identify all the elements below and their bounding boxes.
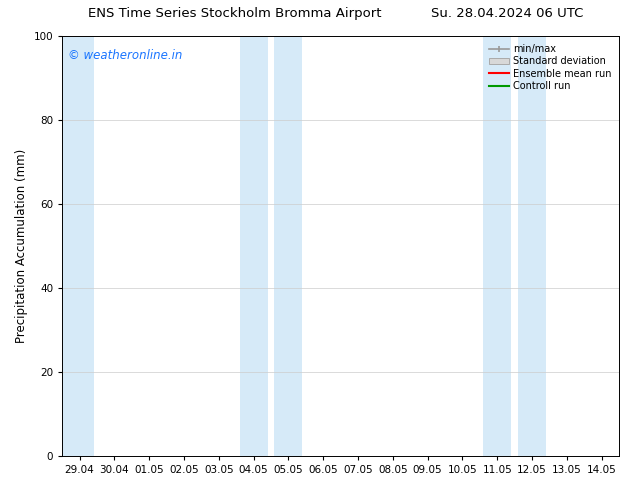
Text: ENS Time Series Stockholm Bromma Airport: ENS Time Series Stockholm Bromma Airport [88,7,381,21]
Bar [62,36,94,456]
Bar [275,36,302,456]
Bar [518,36,546,456]
Y-axis label: Precipitation Accumulation (mm): Precipitation Accumulation (mm) [15,149,28,343]
Bar [240,36,268,456]
Text: © weatheronline.in: © weatheronline.in [68,49,182,62]
Legend: min/max, Standard deviation, Ensemble mean run, Controll run: min/max, Standard deviation, Ensemble me… [486,41,614,94]
Bar [483,36,511,456]
Text: Su. 28.04.2024 06 UTC: Su. 28.04.2024 06 UTC [431,7,583,21]
